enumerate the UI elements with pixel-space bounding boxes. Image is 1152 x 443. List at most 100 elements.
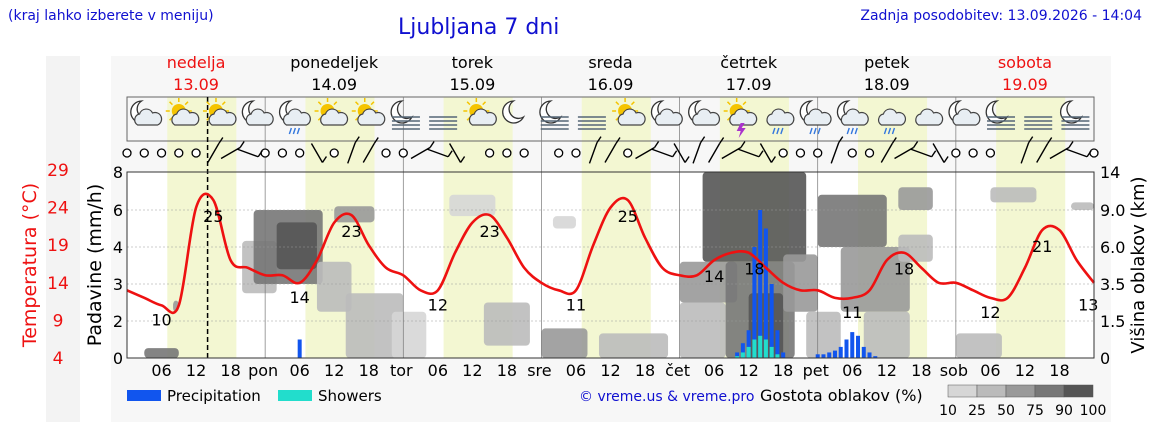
wind-barb [604, 137, 621, 163]
precip-bar [867, 352, 872, 358]
moon-rain-icon [278, 100, 311, 135]
precip-tick-label: 8 [113, 163, 123, 182]
precip-bar [769, 284, 774, 358]
raindrop [887, 127, 892, 135]
wind-barb [347, 136, 360, 164]
cloud-cell [955, 333, 1002, 358]
x-hour-label: 12 [877, 361, 897, 380]
wind-barb-feather [672, 150, 678, 158]
shower-bar [775, 354, 780, 358]
day-name: petek [864, 53, 910, 72]
raindrop [817, 127, 821, 135]
temp-tick-label: 19 [47, 236, 69, 256]
moon-fog-icon [1059, 100, 1090, 130]
precip-tick-label: 0 [113, 349, 123, 368]
cloud-legend-level: 100 [1080, 403, 1107, 419]
wind-barb [651, 148, 678, 158]
moon-fog-icon [539, 100, 569, 130]
wind-calm-marker [951, 148, 961, 158]
wind-calm-marker [864, 148, 875, 158]
x-hour-label: 12 [324, 361, 344, 380]
wind-barb-feather [943, 156, 949, 163]
wind-barb [673, 143, 690, 163]
x-hour-label: 06 [980, 361, 1000, 380]
cloud-legend-level: 75 [1026, 403, 1044, 419]
sun-ray [466, 101, 471, 106]
cloud-icon [952, 108, 981, 126]
wind-calm-marker [847, 148, 857, 158]
wind-barb [1036, 137, 1053, 163]
wind-barb-feather [321, 156, 328, 163]
wind-barb [721, 141, 746, 160]
sun-ray [221, 101, 226, 106]
wind-barb-shaft [759, 143, 773, 163]
wind-calm-marker [295, 148, 305, 158]
temp-tick-label: 9 [53, 311, 64, 331]
cloud-cell [817, 194, 887, 247]
temp-label: 23 [341, 222, 361, 241]
wind-barb [1066, 148, 1092, 158]
temp-label: 25 [203, 207, 223, 226]
cloud-legend-title: Gostota oblakov (%) [760, 386, 923, 405]
shower-bar [758, 335, 763, 358]
precip-bar [758, 210, 763, 358]
wind-barb-shaft [635, 146, 655, 160]
cloud-cell [702, 172, 807, 262]
wind-barb [738, 148, 764, 158]
sun-ray [726, 101, 731, 106]
raindrop [296, 127, 301, 135]
wind-barb-shaft [588, 142, 598, 164]
wind-barb [410, 141, 435, 160]
shower-bar [740, 352, 745, 358]
wind-calm-marker [571, 148, 581, 158]
wind-barb-shaft [220, 146, 241, 160]
cloud-icon [915, 108, 944, 126]
wind-barb-feather [257, 150, 263, 158]
wind-barb-shaft [604, 143, 617, 163]
wind-calm-marker [519, 148, 529, 158]
cloud-icon [766, 108, 795, 126]
moon-fog-icon [985, 100, 1016, 130]
wind-barb-shaft [237, 148, 259, 158]
daylight-band [167, 97, 237, 358]
precip-bar [815, 354, 820, 358]
raindrop [850, 127, 854, 135]
wind-barb-feather [1068, 141, 1074, 148]
temp-label: 21 [1032, 237, 1052, 256]
day-name: torek [452, 53, 494, 72]
location-hint: (kraj lahko izberete v meniju) [8, 8, 214, 24]
temp-label: 10 [151, 310, 171, 329]
cloud-legend-level: 90 [1055, 403, 1073, 419]
x-hour-label: 06 [428, 361, 448, 380]
sun-ray [333, 101, 338, 106]
wind-calm-marker [623, 148, 633, 158]
wind-barb-shaft [932, 143, 945, 163]
cloud-axis-title: Višina oblakov (km) [1128, 176, 1149, 353]
cloud-cell [990, 187, 1037, 203]
cloud-tick-label: 3.5 [1100, 275, 1125, 294]
wind-barb-feather [596, 136, 602, 144]
raindrop [292, 127, 297, 135]
cloud-cell [863, 311, 910, 358]
cloud-icon [468, 108, 497, 126]
wind-barb-feather [740, 141, 746, 148]
x-hour-label: 18 [635, 361, 655, 380]
wind-barb-feather [758, 150, 764, 158]
cloud-legend-swatch [976, 384, 1007, 398]
cloud-icon [803, 108, 832, 126]
precip-tick-label: 4 [113, 238, 123, 257]
day-date: 15.09 [449, 75, 495, 94]
fog-icon [429, 116, 458, 130]
precip-bar [752, 247, 757, 358]
left-panel [46, 56, 80, 422]
day-name: nedelja [167, 53, 226, 72]
cloud-cell [316, 261, 352, 312]
wind-barb [910, 148, 937, 158]
cloud-cell [898, 187, 933, 210]
x-hour-label: 18 [911, 361, 931, 380]
rain-icon [766, 108, 795, 135]
x-hour-label: 12 [738, 361, 758, 380]
temp-label: 18 [744, 260, 764, 279]
wind-barb-shaft [1036, 143, 1049, 163]
